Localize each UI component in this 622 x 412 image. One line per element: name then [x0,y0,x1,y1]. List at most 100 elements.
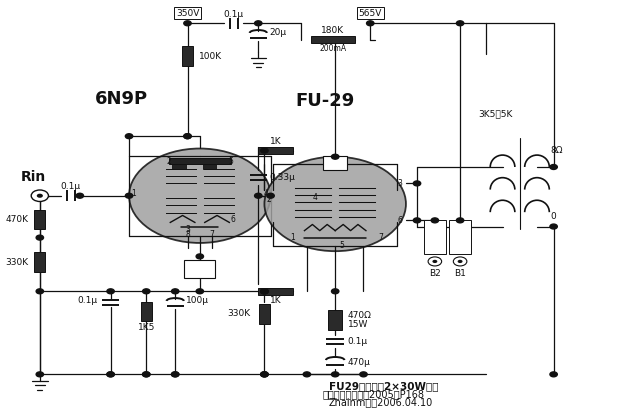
Circle shape [36,289,44,294]
Circle shape [184,21,191,26]
Circle shape [261,289,268,294]
Text: 6N9P: 6N9P [95,90,148,108]
FancyBboxPatch shape [424,220,446,254]
FancyBboxPatch shape [449,220,471,254]
Bar [258,147,293,154]
Text: 180K: 180K [321,26,345,35]
Text: 7: 7 [379,234,384,242]
Circle shape [414,218,420,223]
Text: B2: B2 [429,269,441,278]
Text: 5: 5 [339,241,344,250]
Circle shape [453,257,467,266]
Bar [182,46,193,66]
Text: 0.1μ: 0.1μ [223,10,244,19]
Text: 1K: 1K [270,296,281,305]
Circle shape [254,21,262,26]
Text: FU-29: FU-29 [295,92,355,110]
Circle shape [172,289,179,294]
Circle shape [107,372,114,377]
Bar [203,164,216,169]
Text: 15W: 15W [348,321,368,330]
Text: B1: B1 [454,269,466,278]
Bar [328,310,342,330]
Circle shape [550,224,557,229]
Circle shape [129,148,271,243]
Bar [34,253,45,272]
Text: FU29并联单端2×30W功放: FU29并联单端2×30W功放 [329,381,439,391]
Text: 1: 1 [131,189,136,198]
Text: Zhainm录于2006.04.10: Zhainm录于2006.04.10 [329,397,434,407]
Circle shape [172,372,179,377]
Text: 470K: 470K [6,215,29,224]
Circle shape [126,134,132,139]
Circle shape [432,260,437,263]
Circle shape [196,254,203,259]
Text: 1K5: 1K5 [137,323,155,332]
Circle shape [261,372,268,377]
Circle shape [261,289,268,294]
Circle shape [332,154,339,159]
Text: 5: 5 [228,157,233,166]
Circle shape [142,289,150,294]
Text: 100K: 100K [198,52,221,61]
Text: 1K: 1K [270,137,281,146]
Text: 8Ω: 8Ω [550,146,563,155]
Text: 3: 3 [397,179,402,188]
Text: 580V: 580V [450,232,470,241]
FancyBboxPatch shape [185,260,215,278]
Bar [310,36,355,43]
Circle shape [303,372,310,377]
Text: 2V: 2V [194,264,206,273]
Circle shape [414,181,420,186]
Circle shape [550,164,557,169]
Circle shape [196,289,203,294]
Text: 200mA: 200mA [319,44,346,53]
Text: 4: 4 [263,189,268,198]
Bar [323,156,348,170]
Text: 330K: 330K [6,258,29,267]
Circle shape [332,289,339,294]
Text: 565V: 565V [358,9,382,18]
Circle shape [261,372,268,377]
Circle shape [457,21,464,26]
Text: 0.33μ: 0.33μ [269,173,295,182]
Circle shape [172,372,179,377]
Circle shape [457,218,464,223]
Circle shape [184,134,191,139]
Bar [259,304,270,324]
Text: 0: 0 [550,212,556,221]
Text: 470Ω: 470Ω [348,311,371,320]
Text: 6: 6 [397,216,402,225]
Text: 330K: 330K [228,309,251,318]
Circle shape [107,372,114,377]
Text: 470μ: 470μ [348,358,370,367]
Circle shape [37,194,43,198]
Circle shape [36,372,44,377]
Text: 0.1μ: 0.1μ [348,337,368,346]
Circle shape [431,218,439,223]
Text: 350V: 350V [176,9,199,18]
Circle shape [126,193,132,198]
Text: 《电子报》合订本2005上P168: 《电子报》合订本2005上P168 [323,389,425,399]
Text: 0.1μ: 0.1μ [60,182,81,191]
Circle shape [458,260,463,263]
Circle shape [360,372,367,377]
Text: 8: 8 [185,230,190,239]
Circle shape [261,372,268,377]
Circle shape [31,190,49,201]
Circle shape [36,235,44,240]
Circle shape [366,21,374,26]
Circle shape [428,257,442,266]
Circle shape [142,372,150,377]
Text: 200V: 200V [425,232,445,241]
Circle shape [254,193,262,198]
Bar [258,288,293,295]
Text: 2: 2 [167,157,172,166]
Circle shape [261,148,268,153]
Circle shape [76,193,83,198]
Text: 100μ: 100μ [186,296,209,305]
Circle shape [267,193,274,198]
Circle shape [332,372,339,377]
Text: 6: 6 [231,215,236,224]
Circle shape [184,134,191,139]
